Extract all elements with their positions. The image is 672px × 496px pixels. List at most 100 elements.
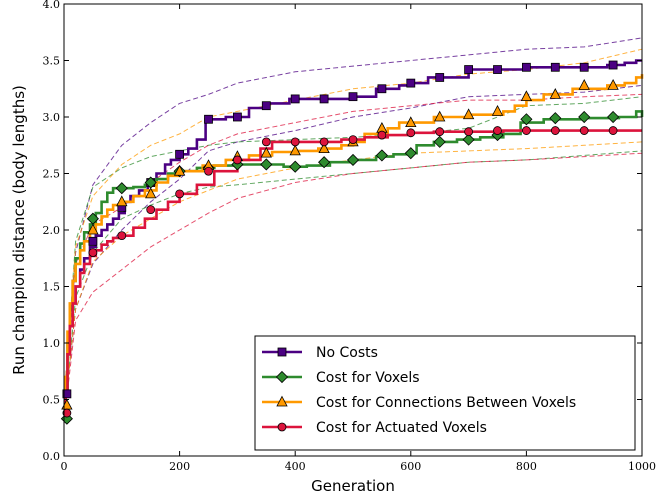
series-marker: [462, 108, 475, 120]
series-marker: [232, 155, 242, 165]
legend-swatch-marker: [277, 422, 287, 432]
series-marker: [261, 137, 271, 147]
series-marker: [607, 110, 620, 124]
lines-layer: [64, 59, 644, 422]
series-marker: [522, 126, 531, 135]
legend-swatch-marker: [275, 370, 289, 384]
series-marker: [290, 94, 300, 104]
y-tick-label: 0.0: [43, 450, 61, 463]
legend-swatch-marker: [276, 395, 288, 407]
legend-label: Cost for Voxels: [316, 370, 420, 386]
series-marker: [435, 127, 445, 137]
y-tick-label: 1.5: [43, 281, 61, 294]
series-marker: [87, 223, 99, 235]
series-marker: [462, 133, 475, 146]
y-tick-label: 3.0: [43, 111, 61, 124]
series-marker: [578, 110, 591, 124]
series-marker: [406, 78, 416, 88]
x-tick-label: 600: [400, 460, 421, 473]
series-marker: [578, 79, 590, 90]
legend-entries: No Costs Cost for Voxels Cost for Connecti…: [262, 345, 576, 436]
legend-label: No Costs: [316, 345, 378, 361]
legend-label: Cost for Connections Between Voxels: [316, 395, 576, 411]
bands-layer: [63, 37, 643, 423]
series-marker: [146, 205, 156, 215]
legend-label: Cost for Actuated Voxels: [316, 420, 487, 436]
series-marker: [115, 182, 128, 195]
y-tick-label: 1.0: [43, 337, 61, 350]
series-marker: [175, 149, 185, 159]
series-marker: [289, 144, 301, 156]
series-marker: [261, 101, 271, 111]
series-marker: [608, 60, 618, 70]
series-marker: [175, 189, 185, 199]
series-marker: [318, 156, 331, 169]
x-tick-label: 0: [61, 460, 68, 473]
series-marker: [405, 116, 417, 128]
ticks-layer: 0 200 400 600 800 1000 0.0 0.5 1.0 1.5 2.0 2.5 3.0 3.…: [43, 0, 657, 473]
series-marker: [435, 73, 445, 82]
series-marker: [116, 195, 128, 207]
series-marker: [346, 153, 360, 167]
y-tick-label: 4.0: [43, 0, 61, 11]
band-upper-line: [63, 37, 643, 400]
series-marker: [607, 79, 619, 90]
series-marker: [319, 94, 329, 104]
series-marker: [62, 408, 72, 418]
series-marker: [204, 166, 213, 176]
series-marker: [88, 236, 98, 246]
x-tick-label: 1000: [628, 460, 656, 473]
series-marker: [464, 65, 474, 74]
legend-box: [254, 335, 636, 451]
x-tick-label: 200: [169, 460, 190, 473]
x-axis-label: Generation: [311, 477, 395, 495]
series-marker: [88, 248, 98, 258]
band-upper-line: [63, 48, 643, 400]
series-marker: [608, 126, 618, 135]
series-marker: [117, 231, 127, 241]
series-marker: [375, 149, 388, 162]
series-marker: [319, 137, 329, 147]
y-tick-label: 3.5: [43, 55, 61, 68]
series-marker: [549, 112, 562, 125]
series-marker: [493, 126, 502, 135]
x-tick-label: 400: [285, 460, 306, 473]
series-marker: [260, 146, 272, 158]
series-marker: [404, 147, 417, 160]
band-lower-line: [63, 152, 643, 423]
series-marker: [290, 137, 300, 147]
series-marker: [550, 62, 560, 72]
markers-layer: [60, 60, 620, 425]
series-marker: [520, 90, 533, 102]
series-marker: [579, 126, 589, 135]
legend-swatch-marker: [277, 347, 287, 357]
series-marker: [434, 110, 446, 122]
band-lower-line: [63, 150, 643, 423]
series-marker: [289, 160, 302, 173]
y-tick-label: 0.5: [43, 394, 61, 407]
series-marker: [464, 127, 474, 137]
series-marker: [204, 114, 213, 124]
series-marker: [550, 126, 560, 135]
series-marker: [522, 62, 531, 72]
y-tick-label: 2.0: [43, 224, 61, 237]
legend: No Costs Cost for Voxels Cost for Connecti…: [254, 335, 636, 451]
series-marker: [232, 112, 242, 122]
series-marker: [260, 158, 273, 171]
series-marker: [62, 389, 72, 399]
series-marker: [377, 130, 387, 140]
series-marker: [433, 135, 446, 148]
band-upper-line: [63, 96, 643, 406]
y-tick-label: 2.5: [43, 168, 61, 181]
series-line: [64, 129, 642, 418]
series-marker: [549, 88, 561, 99]
series-marker: [173, 164, 186, 176]
series-marker: [318, 142, 330, 154]
series-marker: [406, 128, 416, 138]
series-marker: [348, 135, 358, 145]
series-marker: [145, 187, 157, 199]
series-marker: [348, 92, 358, 102]
y-axis-label: Run champion distance (body lengths): [10, 85, 28, 375]
series-marker: [377, 84, 387, 94]
